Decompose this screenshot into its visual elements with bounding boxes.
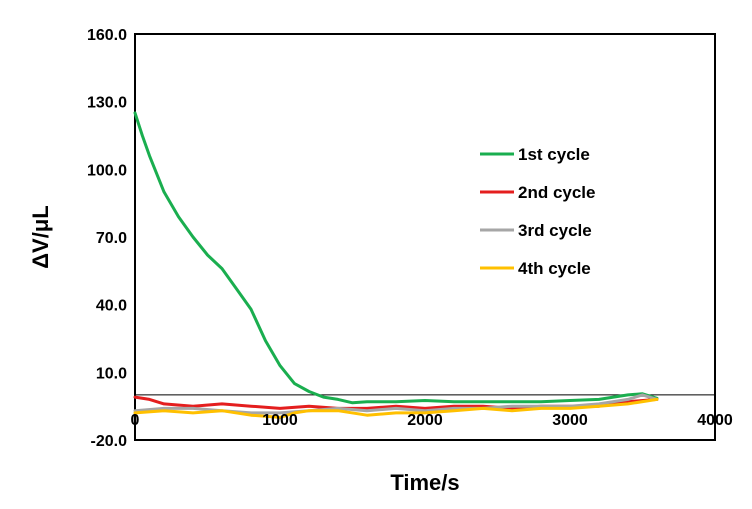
x-tick-label: 2000 — [407, 412, 443, 429]
legend-label: 2nd cycle — [518, 183, 596, 202]
series-line-4 — [133, 397, 659, 419]
y-tick-label: 130.0 — [87, 95, 127, 112]
y-axis-title: ΔV/μL — [28, 205, 53, 269]
series-layer — [133, 111, 659, 419]
x-tick-label: 4000 — [697, 412, 733, 429]
x-axis-title: Time/s — [390, 470, 459, 495]
y-tick-label: 160.0 — [87, 27, 127, 44]
x-tick-label: 0 — [131, 412, 140, 429]
y-tick-label: -20.0 — [91, 433, 128, 450]
y-tick-label: 100.0 — [87, 162, 127, 179]
x-tick-labels: 0 1000 2000 3000 4000 — [131, 412, 733, 429]
legend-label: 3rd cycle — [518, 221, 592, 240]
series-line-1 — [133, 111, 659, 405]
legend-label: 4th cycle — [518, 259, 591, 278]
legend: 1st cycle 2nd cycle 3rd cycle 4th cycle — [480, 145, 596, 278]
x-tick-label: 3000 — [552, 412, 588, 429]
legend-label: 1st cycle — [518, 145, 590, 164]
y-tick-labels: -20.0 10.0 40.0 70.0 100.0 130.0 160.0 — [87, 27, 127, 450]
y-tick-label: 40.0 — [96, 298, 127, 315]
plot-area — [134, 33, 716, 441]
x-tick-label: 1000 — [262, 412, 298, 429]
y-tick-label: 70.0 — [96, 230, 127, 247]
y-tick-label: 10.0 — [96, 365, 127, 382]
